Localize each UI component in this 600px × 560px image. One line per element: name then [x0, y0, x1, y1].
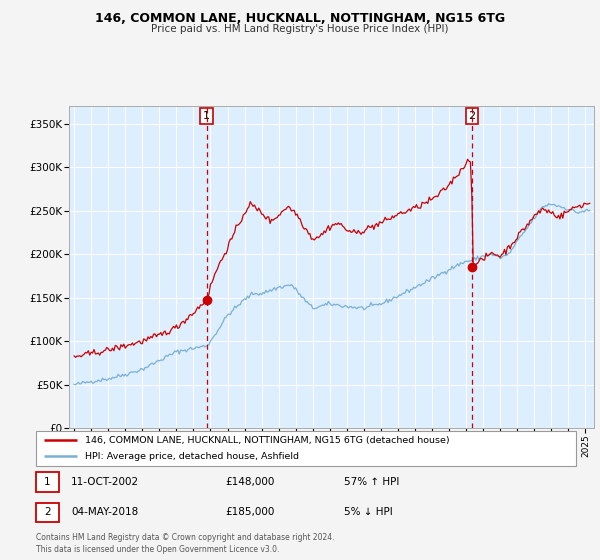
Text: 1: 1: [203, 111, 210, 121]
FancyBboxPatch shape: [36, 431, 576, 466]
Text: Contains HM Land Registry data © Crown copyright and database right 2024.
This d: Contains HM Land Registry data © Crown c…: [36, 533, 335, 554]
Text: 11-OCT-2002: 11-OCT-2002: [71, 477, 139, 487]
Text: 1: 1: [44, 477, 50, 487]
Text: 146, COMMON LANE, HUCKNALL, NOTTINGHAM, NG15 6TG (detached house): 146, COMMON LANE, HUCKNALL, NOTTINGHAM, …: [85, 436, 449, 445]
Text: 04-MAY-2018: 04-MAY-2018: [71, 507, 139, 517]
Text: £148,000: £148,000: [225, 477, 274, 487]
Text: 5% ↓ HPI: 5% ↓ HPI: [344, 507, 392, 517]
Text: 146, COMMON LANE, HUCKNALL, NOTTINGHAM, NG15 6TG: 146, COMMON LANE, HUCKNALL, NOTTINGHAM, …: [95, 12, 505, 25]
Text: Price paid vs. HM Land Registry's House Price Index (HPI): Price paid vs. HM Land Registry's House …: [151, 24, 449, 34]
Text: HPI: Average price, detached house, Ashfield: HPI: Average price, detached house, Ashf…: [85, 452, 299, 461]
Text: 57% ↑ HPI: 57% ↑ HPI: [344, 477, 399, 487]
Text: 2: 2: [44, 507, 50, 517]
Text: 2: 2: [469, 111, 476, 121]
FancyBboxPatch shape: [36, 472, 59, 492]
FancyBboxPatch shape: [36, 502, 59, 522]
Text: £185,000: £185,000: [225, 507, 274, 517]
